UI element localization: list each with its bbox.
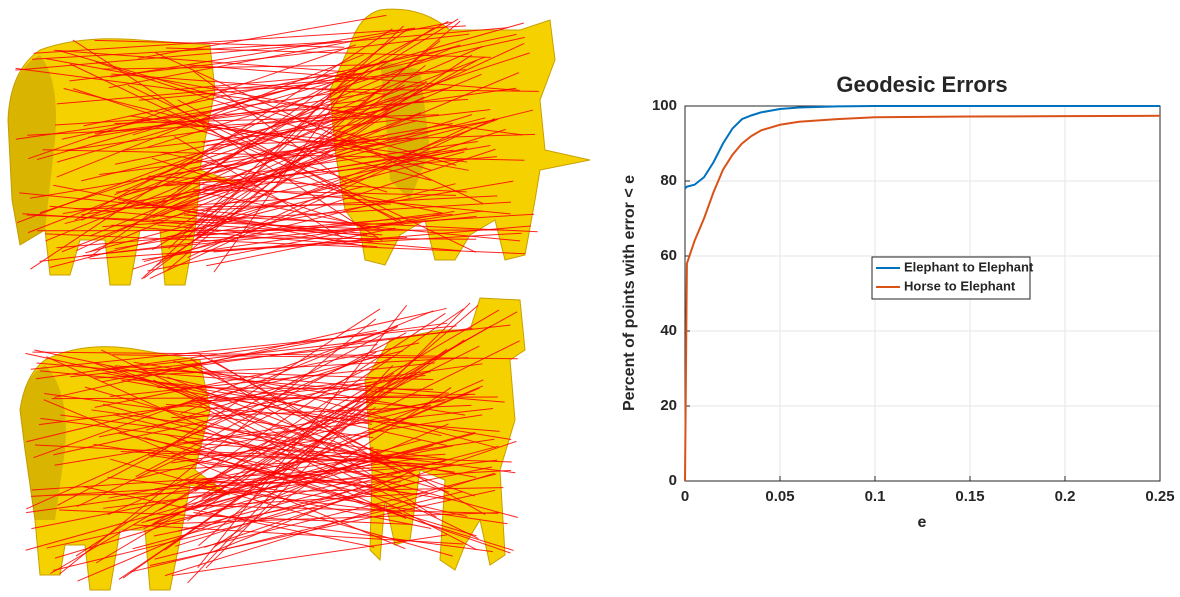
chart-title: Geodesic Errors: [836, 72, 1007, 97]
y-tick-label: 40: [660, 322, 677, 339]
figure: Geodesic Errors e Percent of points with…: [0, 0, 1180, 597]
x-tick-label: 0.25: [1145, 488, 1174, 505]
y-tick-label: 0: [669, 472, 677, 489]
x-axis-label: e: [918, 514, 927, 531]
y-tick-label: 60: [660, 247, 677, 264]
y-tick-label: 20: [660, 397, 677, 414]
x-tick-label: 0: [681, 488, 689, 505]
plot-area: Geodesic Errors e Percent of points with…: [621, 72, 1174, 531]
y-tick-label: 100: [652, 97, 677, 114]
x-tick-label: 0.15: [955, 488, 984, 505]
correspondence-images: [8, 9, 590, 590]
y-axis-label: Percent of points with error < e: [621, 175, 638, 411]
y-tick-label: 80: [660, 172, 677, 189]
legend-label: Elephant to Elephant: [904, 259, 1034, 274]
page: Geodesic Errors e Percent of points with…: [0, 0, 1180, 597]
x-tick-label: 0.1: [865, 488, 886, 505]
legend-label: Horse to Elephant: [904, 278, 1016, 293]
x-tick-label: 0.2: [1055, 488, 1076, 505]
x-tick-label: 0.05: [765, 488, 794, 505]
